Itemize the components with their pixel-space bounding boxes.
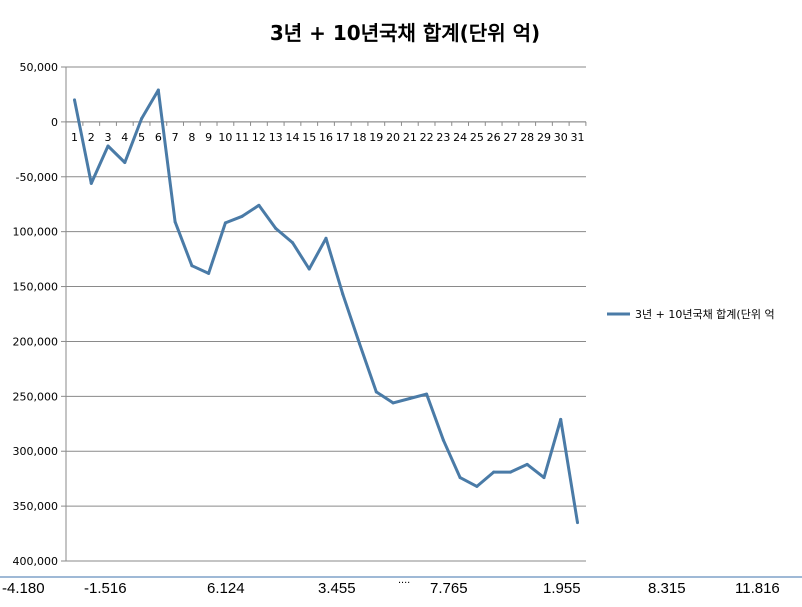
data-point [240,214,244,218]
x-tick-label: 26 [487,131,501,144]
series-lines [73,88,579,525]
y-axis-ticks: 50,000 0 -50,000 100,000 150,000 200,000 250,0… [13,61,67,568]
data-point [290,241,294,245]
x-tick-label: 18 [353,131,367,144]
x-tick-label: 29 [537,131,551,144]
x-tick-label: 11 [235,131,249,144]
data-point [324,236,328,240]
data-point [73,98,76,102]
line-chart: 3년 + 10년국채 합계(단위 억) 50,000 0 -50,000 100,00… [13,21,775,568]
x-tick-label: 6 [155,131,162,144]
y-tick-label: 400,000 [13,555,59,568]
data-point [542,476,546,480]
x-tick-label: 2 [88,131,95,144]
data-point [391,401,395,405]
series-line [73,88,579,523]
data-point [156,88,160,92]
data-point [307,267,311,271]
data-point [190,264,194,268]
bottom-cell: -4.180 [2,580,45,597]
data-point [223,221,227,225]
data-point [358,342,362,346]
data-point [374,390,378,394]
data-point [441,438,445,442]
bottom-cell: 3.455 [318,580,356,597]
x-tick-label: 10 [218,131,232,144]
bottom-cell: -1.516 [84,580,127,597]
chart-title: 3년 + 10년국채 합계(단위 억) [270,21,540,45]
data-point [525,462,529,466]
data-point [508,470,512,474]
x-tick-label: 21 [403,131,417,144]
data-point [341,292,345,296]
x-tick-label: 30 [554,131,568,144]
bottom-cell: 7.765 [430,580,468,597]
bottom-cell: .... [398,574,411,586]
x-tick-label: 16 [319,131,333,144]
legend-label: 3년 + 10년국채 합계(단위 억 [635,308,775,321]
data-point [408,397,412,401]
data-point [576,521,579,525]
x-tick-label: 25 [470,131,484,144]
data-point [458,476,462,480]
y-tick-label: 50,000 [20,61,59,74]
data-point [106,144,110,148]
data-point [140,117,144,121]
y-tick-label: 200,000 [13,335,59,348]
data-point [123,161,127,165]
bottom-cell: 6.124 [207,580,245,597]
data-point [89,181,93,185]
y-tick-label: 300,000 [13,445,59,458]
y-tick-label: 100,000 [13,226,59,239]
x-tick-label: 14 [285,131,299,144]
data-point [173,220,177,224]
bottom-cell-strip: -4.180 -1.516 6.124 3.455 .... 7.765 1.9… [0,574,802,607]
x-tick-label: 28 [520,131,534,144]
data-point [492,470,496,474]
legend: 3년 + 10년국채 합계(단위 억 [607,308,775,321]
x-tick-label: 24 [453,131,467,144]
x-axis-ticks: 1 2 3 4 5 6 7 8 9 10 11 12 13 14 15 16 17 18 19 20 21 22 23 24 2… [71,121,587,144]
x-tick-label: 5 [138,131,145,144]
y-tick-label: 0 [51,116,58,129]
bottom-cell: 1.955 [543,580,581,597]
y-tick-label: 350,000 [13,500,59,513]
data-point [274,226,278,230]
x-tick-label: 31 [571,131,585,144]
x-tick-label: 20 [386,131,400,144]
x-tick-label: 9 [205,131,212,144]
data-point [475,484,479,488]
bottom-cell: 8.315 [648,580,686,597]
x-tick-label: 4 [121,131,128,144]
data-point [207,271,211,275]
x-tick-label: 7 [172,131,179,144]
x-tick-label: 19 [369,131,383,144]
x-tick-label: 8 [188,131,195,144]
x-tick-label: 12 [252,131,266,144]
y-tick-label: -50,000 [16,171,58,184]
bottom-cell: 11.816 [735,580,780,597]
y-tick-label: 150,000 [13,281,59,294]
data-point [425,392,429,396]
y-tick-label: 250,000 [13,390,59,403]
data-point [257,203,261,207]
x-tick-label: 13 [269,131,283,144]
x-tick-label: 27 [503,131,517,144]
data-point [559,417,563,421]
x-tick-label: 1 [71,131,78,144]
x-tick-label: 23 [436,131,450,144]
x-tick-label: 3 [105,131,112,144]
x-tick-label: 15 [302,131,316,144]
x-tick-label: 22 [420,131,434,144]
x-tick-label: 17 [336,131,350,144]
